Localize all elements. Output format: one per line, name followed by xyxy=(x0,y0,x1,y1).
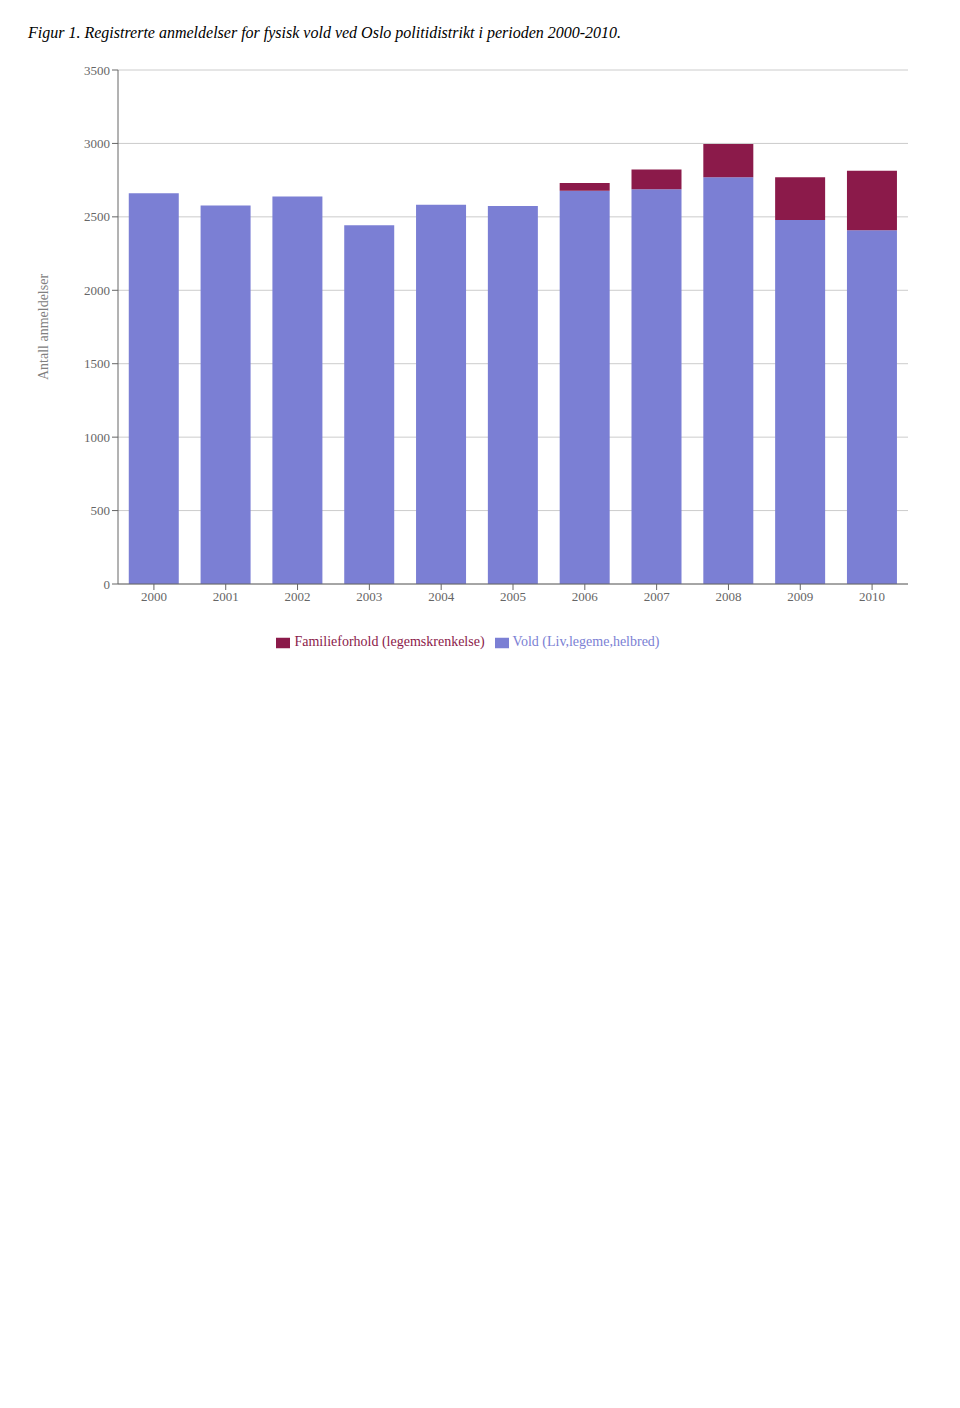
svg-text:3500: 3500 xyxy=(84,63,110,78)
html-text:Familieforhold (legemskrenkels: Familieforhold (legemskrenkelse) xyxy=(294,634,485,649)
svg-text:3000: 3000 xyxy=(84,136,110,151)
svg-text:Antall anmeldelser: Antall anmeldelser xyxy=(36,274,51,380)
svg-text:2003: 2003 xyxy=(356,589,382,604)
svg-text:2005: 2005 xyxy=(500,589,526,604)
svg-text:2001: 2001 xyxy=(213,589,239,604)
svg-text:1000: 1000 xyxy=(84,430,110,445)
svg-text:1500: 1500 xyxy=(84,356,110,371)
svg-text:2008: 2008 xyxy=(715,589,741,604)
svg-text:2002: 2002 xyxy=(285,589,311,604)
svg-text:0: 0 xyxy=(104,577,111,592)
html-text:Vold (Liv,legeme,helbred): Vold (Liv,legeme,helbred) xyxy=(512,634,660,649)
svg-text:2004: 2004 xyxy=(428,589,455,604)
svg-text:2000: 2000 xyxy=(141,589,167,604)
svg-text:2500: 2500 xyxy=(84,209,110,224)
svg-text:2009: 2009 xyxy=(787,589,813,604)
svg-text:2010: 2010 xyxy=(859,589,885,604)
svg-text:2007: 2007 xyxy=(644,589,671,604)
svg-text:2006: 2006 xyxy=(572,589,599,604)
svg-text:500: 500 xyxy=(91,503,111,518)
svg-text:2000: 2000 xyxy=(84,283,110,298)
html-text:Figur 1. Registrerte anmeldels: Figur 1. Registrerte anmeldelser for fys… xyxy=(28,24,622,41)
